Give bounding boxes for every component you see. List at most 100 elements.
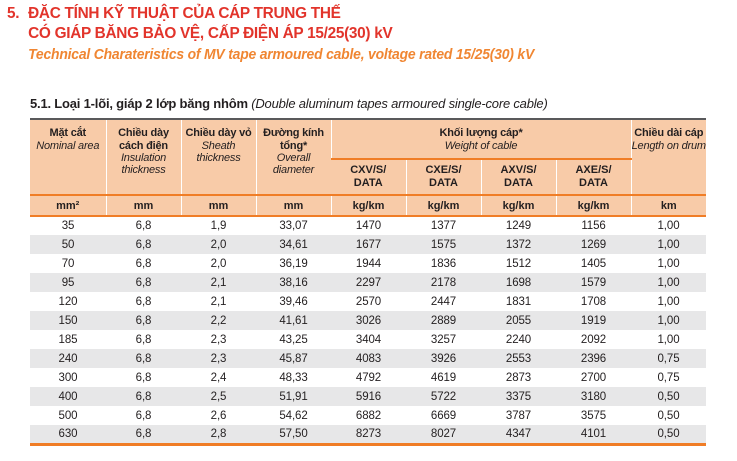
cell: 2,4 — [210, 371, 227, 384]
cell: 630 — [58, 427, 78, 440]
col-header-vi: Đường kính tổng* — [263, 127, 324, 152]
cell: 6,8 — [135, 314, 152, 327]
unit-cell: mm — [180, 194, 256, 217]
heading-line2: CÓ GIÁP BĂNG BẢO VỆ, CẤP ĐIỆN ÁP 15/25(3… — [28, 25, 393, 42]
unit-cell: km — [630, 194, 707, 217]
col-header-vi: Chiều dày cách điện — [118, 127, 169, 152]
heading-line1: ĐẶC TÍNH KỸ THUẬT CỦA CÁP TRUNG THẾ — [28, 5, 341, 22]
cell: 3404 — [355, 333, 382, 346]
cell: 400 — [58, 390, 78, 403]
cell: 500 — [58, 409, 78, 422]
cell: 1,00 — [657, 276, 680, 289]
cell: 6882 — [355, 409, 382, 422]
cell: 2553 — [505, 352, 532, 365]
table-row: 50 6,8 2,0 34,61 1677 1575 1372 1269 1,00 — [30, 235, 707, 254]
col-header-vi: Chiều dài cáp — [634, 127, 704, 139]
cell: 1919 — [580, 314, 607, 327]
cell: 1156 — [581, 220, 606, 232]
cell: 2,5 — [210, 390, 227, 403]
cell: 2,6 — [210, 409, 227, 422]
cell: 2570 — [355, 295, 382, 308]
table-row: 185 6,8 2,3 43,25 3404 3257 2240 2092 1,00 — [30, 330, 706, 349]
cell: 1944 — [355, 257, 382, 270]
cell: 6669 — [430, 409, 457, 422]
col-header-sheath-thickness: Chiều dày vỏ Sheath thickness — [180, 119, 256, 195]
cell: 1,9 — [210, 220, 227, 232]
cell: 35 — [61, 220, 75, 232]
cell: 38,16 — [279, 276, 308, 289]
cell: 2297 — [355, 276, 382, 289]
subcol-header-axv: AXV/S/ DATA — [480, 159, 556, 195]
col-header-en: Overall diameter — [272, 152, 315, 177]
section-title-en: (Double aluminum tapes armoured single-c… — [247, 96, 548, 111]
unit-cell: kg/km — [405, 194, 481, 217]
cell: 6,8 — [135, 238, 152, 251]
cell: 39,46 — [279, 295, 308, 308]
table-row: 35 6,8 1,9 33,07 1470 1377 1249 1156 1,00 — [30, 216, 706, 235]
cell: 3926 — [430, 352, 457, 365]
unit-cell: mm — [105, 194, 181, 217]
table-row: 400 6,8 2,5 51,91 5916 5722 3375 3180 0,50 — [30, 387, 707, 406]
cell: 1377 — [430, 220, 457, 232]
cell: 2092 — [580, 333, 607, 346]
subcol-header-cxe: CXE/S/ DATA — [405, 159, 481, 195]
cell: 8027 — [430, 427, 457, 440]
col-header-en: Insulation thickness — [120, 152, 167, 177]
unit-cell: kg/km — [330, 194, 406, 217]
cell: 1831 — [505, 295, 532, 308]
table-row: 120 6,8 2,1 39,46 2570 2447 1831 1708 1,00 — [30, 292, 706, 311]
table-row: 630 6,8 2,8 57,50 8273 8027 4347 4101 0,50 — [30, 425, 707, 444]
col-header-en: Weight of cable — [444, 139, 518, 152]
cell: 2889 — [430, 314, 457, 327]
unit-cell: mm — [255, 194, 331, 217]
cell: 2700 — [580, 371, 607, 384]
cell: 0,75 — [657, 352, 680, 365]
unit-cell: mm² — [30, 194, 106, 217]
col-header-en: Nominal area — [36, 139, 100, 152]
cell: 2055 — [505, 314, 532, 327]
col-header-overall-diameter: Đường kính tổng* Overall diameter — [255, 119, 331, 195]
cell: 2,3 — [210, 333, 227, 346]
cell: 6,8 — [135, 390, 152, 403]
subcol-header-cxv: CXV/S/ DATA — [331, 159, 406, 195]
cell: 3257 — [430, 333, 457, 346]
col-header-nominal-area: Mặt cắt Nominal area — [30, 119, 106, 195]
cell: 51,91 — [279, 390, 308, 403]
cell: 1575 — [430, 238, 457, 251]
cell: 33,07 — [279, 220, 308, 232]
col-header-en: Length on drum — [631, 139, 706, 152]
col-group-header-weight: Khối lượng cáp* Weight of cable — [330, 119, 632, 160]
section-title: 5.1. Loại 1-lõi, giáp 2 lớp băng nhôm (D… — [30, 96, 548, 111]
cell: 6,8 — [135, 295, 152, 308]
cell: 2,0 — [210, 257, 227, 270]
col-header-vi: Mặt cắt — [49, 127, 87, 139]
cell: 300 — [58, 371, 78, 384]
table-row: 240 6,8 2,3 45,87 4083 3926 2553 2396 0,75 — [30, 349, 707, 368]
cell: 1,00 — [657, 333, 680, 346]
cell: 2,2 — [210, 314, 227, 327]
cell: 1698 — [505, 276, 532, 289]
table-row: 500 6,8 2,6 54,62 6882 6669 3787 3575 0,50 — [30, 406, 706, 425]
cell: 0,50 — [657, 427, 680, 440]
cell: 185 — [58, 333, 78, 346]
col-header-en: Sheath thickness — [196, 139, 241, 164]
col-header-vi: Chiều dày vỏ — [185, 127, 252, 139]
cell: 3180 — [580, 390, 607, 403]
table-row: 95 6,8 2,1 38,16 2297 2178 1698 1579 1,00 — [30, 273, 707, 292]
heading-number: 5. — [7, 5, 20, 22]
cell: 36,19 — [279, 257, 308, 270]
cell: 95 — [61, 276, 75, 289]
cell: 2873 — [505, 371, 532, 384]
cell: 6,8 — [135, 409, 152, 422]
cell: 150 — [58, 314, 78, 327]
col-header-length-on-drum: Chiều dài cáp Length on drum — [630, 119, 706, 195]
cell: 2,1 — [210, 295, 227, 308]
cell: 6,8 — [135, 352, 152, 365]
cell: 4083 — [355, 352, 382, 365]
subcol-header-axe: AXE/S/ DATA — [555, 159, 632, 195]
cell: 41,61 — [279, 314, 308, 327]
section-title-vi: 5.1. Loại 1-lõi, giáp 2 lớp băng nhôm — [30, 96, 248, 111]
cell: 4792 — [355, 371, 382, 384]
table-row: 150 6,8 2,2 41,61 3026 2889 2055 1919 1,00 — [30, 311, 707, 330]
cell: 6,8 — [135, 276, 152, 289]
